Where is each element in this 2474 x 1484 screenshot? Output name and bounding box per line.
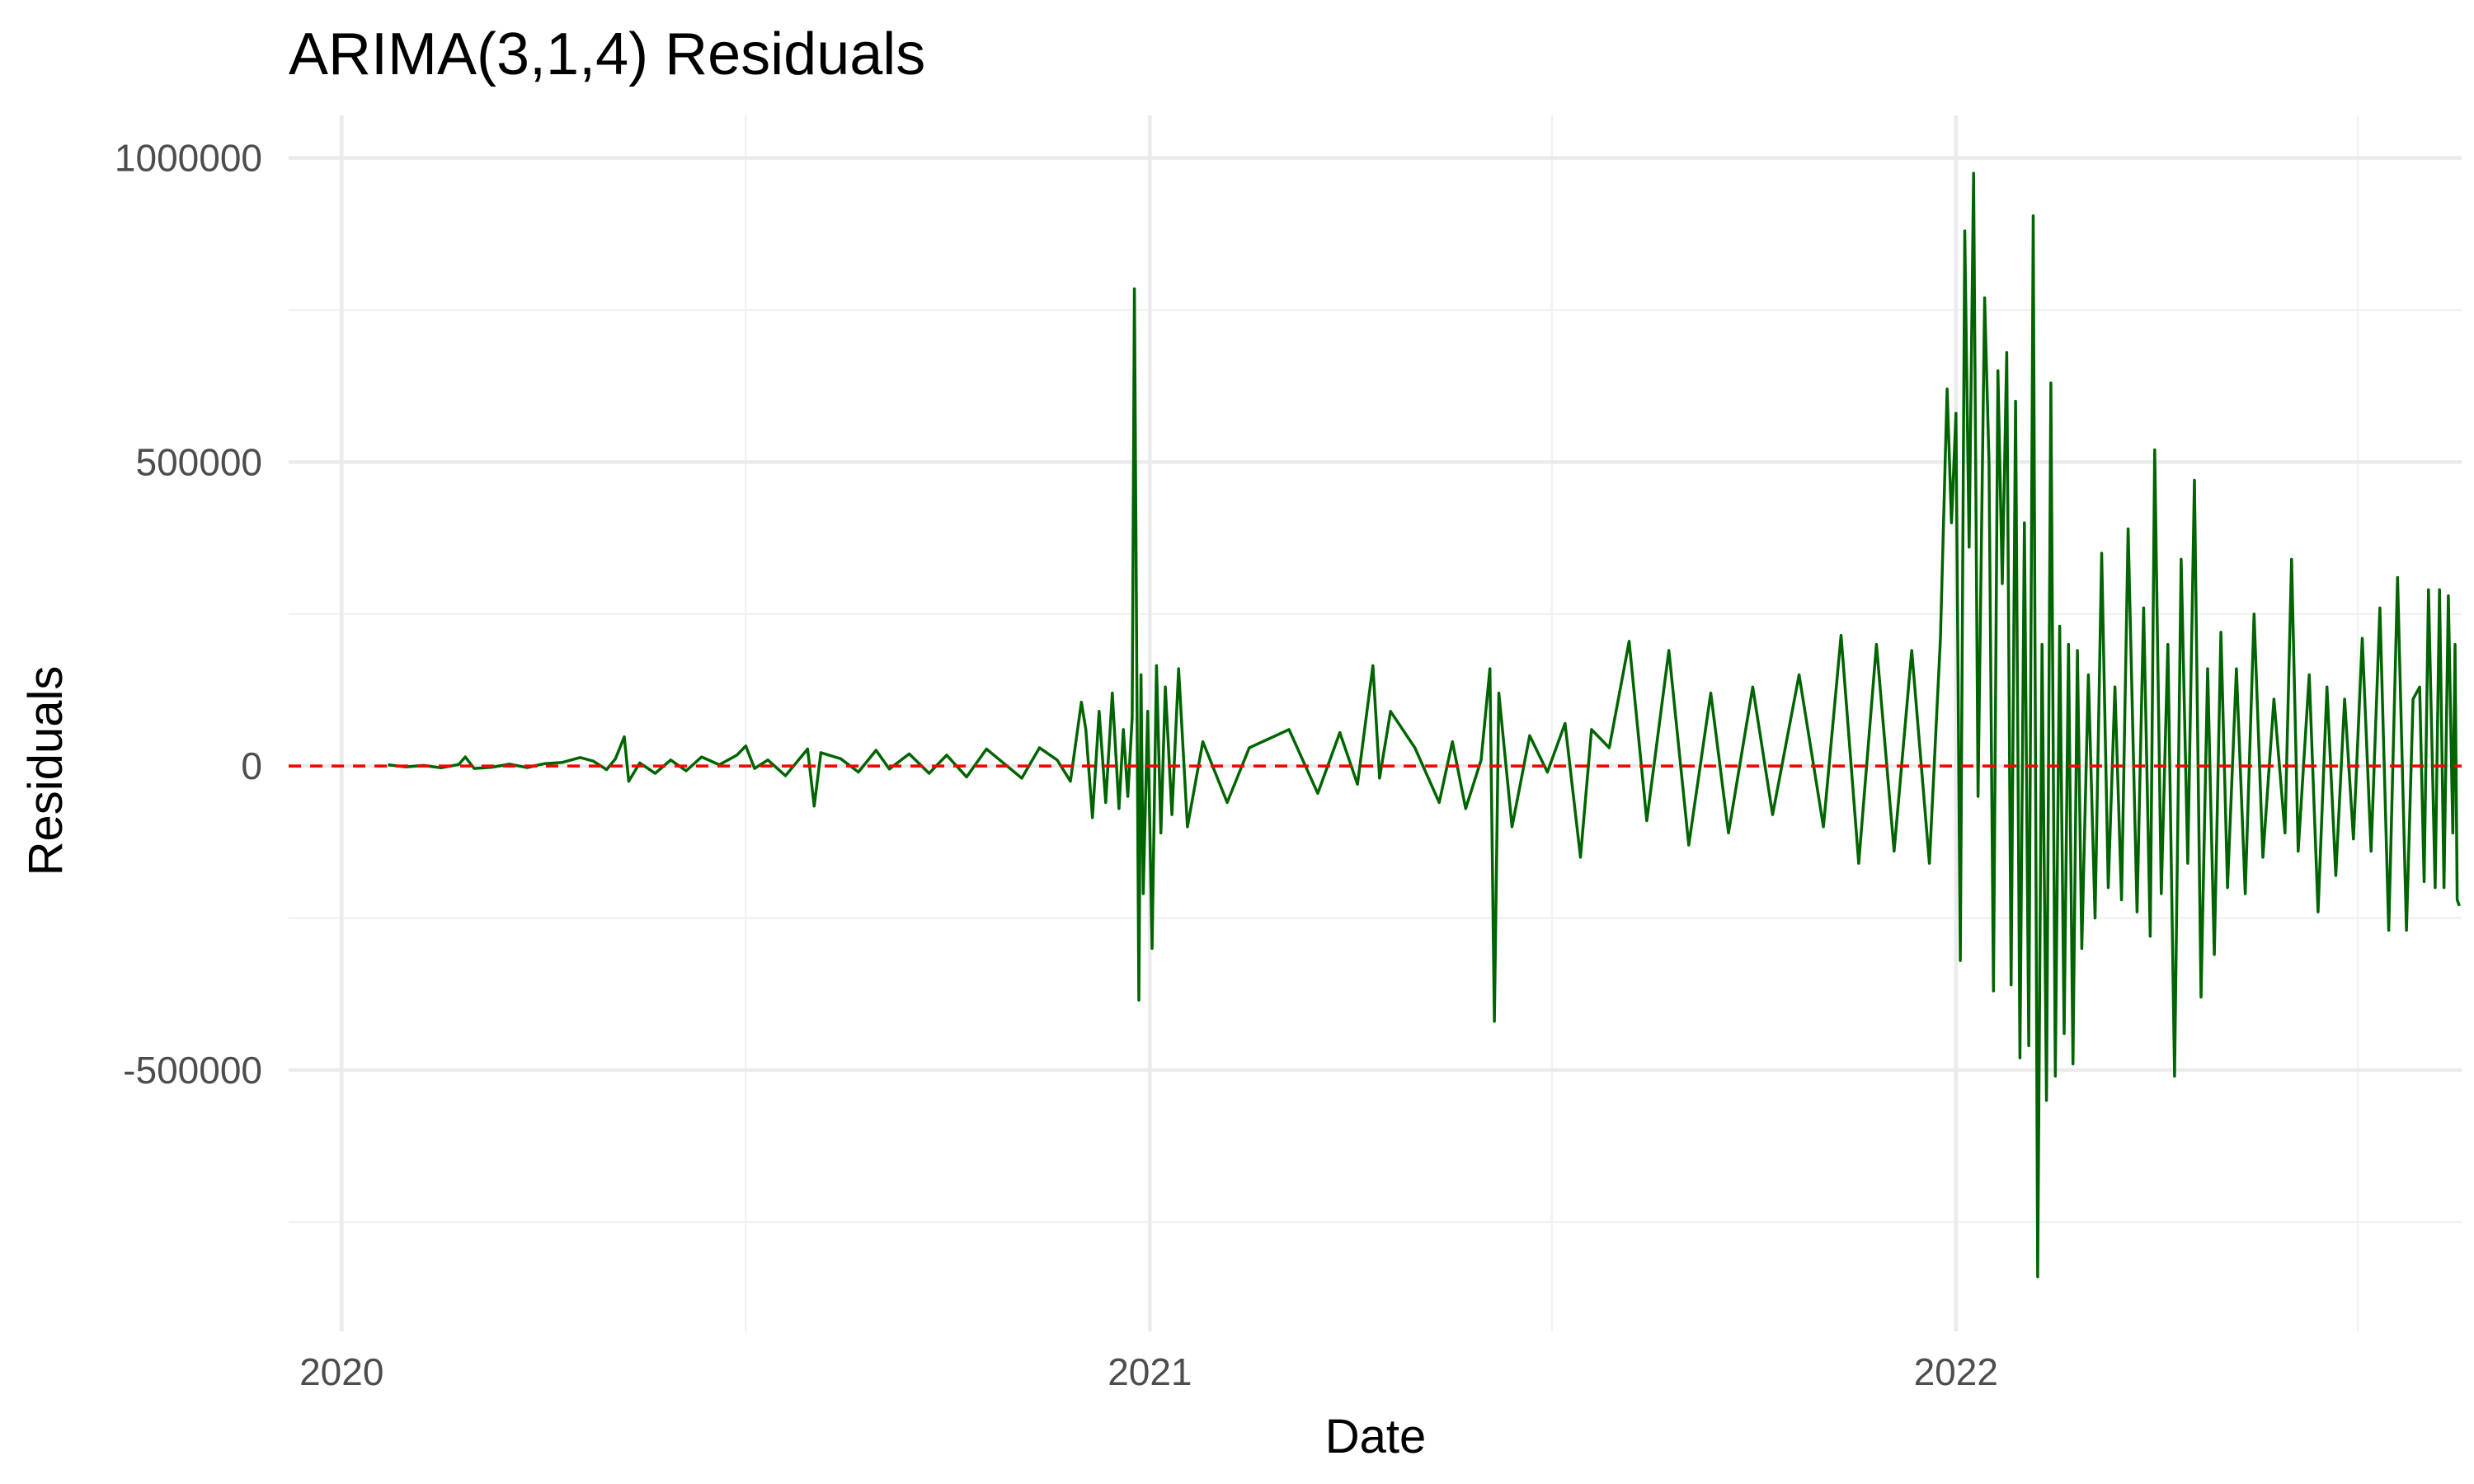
x-tick-label: 2022: [1914, 1350, 1998, 1393]
y-tick-label: 0: [241, 744, 262, 787]
x-axis-title: Date: [1325, 1410, 1427, 1463]
y-tick-label: 1000000: [115, 137, 262, 180]
y-axis-title: Residuals: [19, 666, 73, 876]
y-tick-label: 500000: [136, 440, 263, 483]
grid: [289, 115, 2462, 1331]
y-tick-label: -500000: [123, 1049, 262, 1092]
series-layer: [388, 171, 2461, 1279]
x-tick-label: 2021: [1108, 1350, 1192, 1393]
residuals-series-line: [388, 171, 2461, 1279]
chart-title: ARIMA(3,1,4) Residuals: [289, 21, 925, 87]
x-tick-label: 2020: [299, 1350, 383, 1393]
tick-labels: -500000 0 500000 1000000 2020 2021 2022: [115, 137, 1998, 1393]
